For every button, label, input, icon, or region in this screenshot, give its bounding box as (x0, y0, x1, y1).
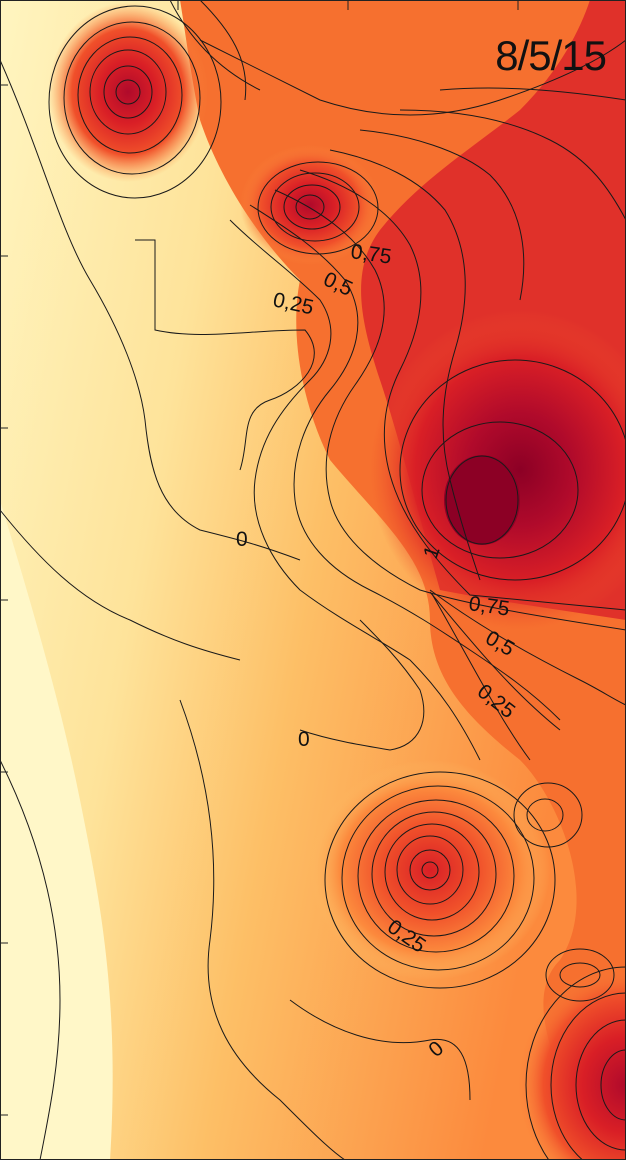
peak-lower-mid (310, 760, 550, 980)
max-core (444, 455, 520, 545)
axis-ticks (0, 0, 519, 1116)
contour-label: 0 (236, 528, 248, 551)
date-label: 8/5/15 (495, 32, 607, 79)
contour-label: 0,75 (467, 592, 511, 620)
peak-upper-mid (240, 145, 380, 265)
contour-label: 0 (298, 728, 310, 751)
low-band-left (0, 500, 113, 1160)
peak-top-left (48, 2, 208, 182)
contour-label: 0,75 (349, 240, 393, 268)
peak-bottom-right (516, 965, 626, 1160)
